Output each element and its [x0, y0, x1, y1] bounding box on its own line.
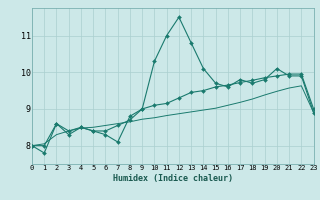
X-axis label: Humidex (Indice chaleur): Humidex (Indice chaleur) — [113, 174, 233, 183]
